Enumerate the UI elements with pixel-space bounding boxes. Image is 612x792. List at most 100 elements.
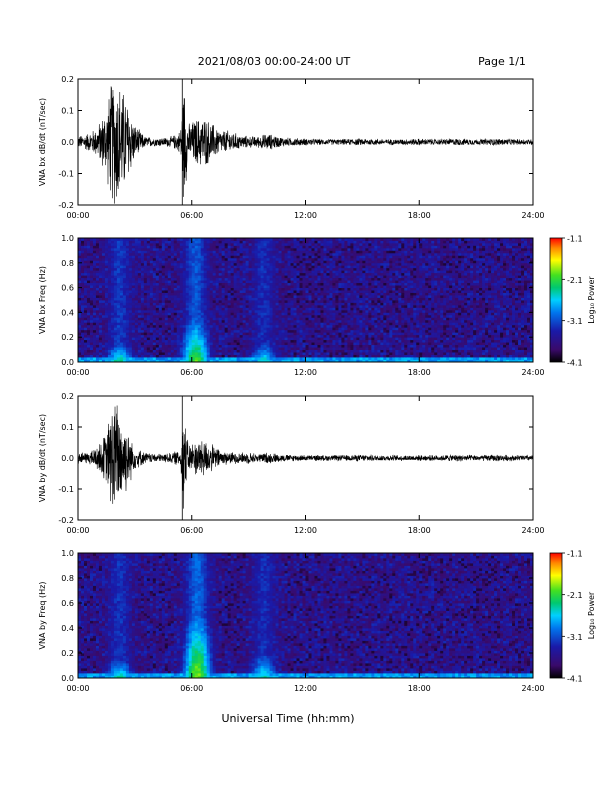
spectrogram-cell (176, 242, 181, 246)
spectrogram-cell (233, 292, 238, 296)
spectrogram-cell (284, 295, 288, 298)
spectrogram-cell (98, 344, 103, 348)
spectrogram-cell (78, 260, 82, 264)
spectrogram-cell (329, 240, 333, 244)
spectrogram-cell (269, 252, 273, 256)
spectrogram-cell (329, 352, 333, 355)
spectrogram-cell (293, 357, 297, 360)
spectrogram-cell (78, 287, 82, 291)
spectrogram-cell (185, 250, 190, 254)
spectrogram-cell (239, 247, 244, 251)
spectrogram-cell (167, 277, 172, 281)
spectrogram-cell (149, 307, 154, 311)
spectrogram-cell (140, 302, 145, 306)
spectrogram-cell (131, 272, 136, 276)
spectrogram-cell (290, 317, 294, 321)
spectrogram-cell (98, 272, 103, 276)
spectrogram-cell (224, 357, 229, 360)
spectrogram-cell (203, 255, 208, 259)
spectrogram-cell (338, 265, 342, 269)
spectrogram-cell (323, 300, 327, 303)
spectrogram-cell (134, 322, 139, 326)
spectrogram-cell (275, 332, 279, 336)
spectrogram-cell (323, 324, 327, 328)
spectrogram-cell (218, 275, 223, 279)
spectrogram-cell (212, 317, 217, 321)
spectrogram-cell (215, 357, 220, 360)
spectrogram-cell (287, 327, 291, 331)
spectrogram-cell (164, 277, 169, 281)
spectrogram-cell (290, 252, 294, 256)
spectrogram-cell (143, 327, 148, 331)
spectrogram-cell (248, 347, 253, 350)
spectrogram-cell (182, 267, 187, 271)
spectrogram-cell (299, 277, 303, 281)
spectrogram-cell (113, 285, 118, 288)
spectrogram-cell (137, 245, 142, 249)
spectrogram-cell (182, 300, 187, 303)
spectrogram-cell (86, 352, 91, 355)
spectrogram-cell (146, 292, 151, 296)
spectrogram-cell (158, 260, 163, 264)
spectrogram-cell (173, 260, 178, 264)
spectrogram-cell (362, 352, 366, 355)
spectrogram-cell (281, 272, 285, 276)
spectrogram-cell (113, 327, 118, 331)
spectrogram-cell (134, 297, 139, 301)
spectrogram-cell (173, 307, 178, 311)
spectrogram-cell (329, 272, 333, 276)
spectrogram-cell (320, 255, 324, 259)
spectrogram-cell (350, 314, 354, 318)
spectrogram-cell (359, 295, 363, 298)
spectrogram-cell (239, 357, 244, 360)
spectrogram-cell (137, 359, 142, 363)
spectrogram-cell (296, 307, 300, 311)
spectrogram-cell (173, 290, 178, 293)
spectrogram-cell (350, 262, 354, 266)
spectrogram-cell (134, 339, 139, 343)
spectrogram-cell (167, 332, 172, 336)
spectrogram-cell (302, 312, 306, 316)
spectrogram-cell (116, 247, 121, 251)
spectrogram-cell (92, 329, 97, 333)
spectrogram-cell (368, 282, 372, 286)
spectrogram-cell (317, 347, 321, 350)
spectrogram-cell (113, 342, 118, 346)
spectrogram-cell (371, 255, 375, 259)
spectrogram-cell (347, 252, 351, 256)
spectrogram-cell (155, 324, 160, 328)
spectrogram-cell (326, 312, 330, 316)
spectrogram-cell (182, 285, 187, 288)
spectrogram-cell (368, 342, 372, 346)
spectrogram-cell (149, 277, 154, 281)
spectrogram-cell (146, 255, 151, 259)
spectrogram-cell (278, 238, 282, 241)
spectrogram-cell (242, 272, 247, 276)
spectrogram-cell (350, 302, 354, 306)
spectrogram-cell (209, 240, 214, 244)
spectrogram-cell (170, 270, 175, 274)
spectrogram-cell (290, 265, 294, 269)
spectrogram-cell (197, 342, 202, 346)
spectrogram-cell (293, 292, 297, 296)
spectrogram-cell (272, 245, 276, 249)
spectrogram-cell (308, 260, 312, 264)
spectrogram-cell (233, 238, 238, 241)
spectrogram-cell (374, 342, 378, 346)
spectrogram-cell (116, 347, 121, 350)
spectrogram-cell (326, 344, 330, 348)
spectrogram-cell (203, 250, 208, 254)
spectrogram-cell (188, 295, 193, 298)
spectrogram-cell (134, 287, 139, 291)
spectrogram-cell (305, 262, 309, 266)
spectrogram-cell (176, 307, 181, 311)
spectrogram-cell (194, 247, 199, 251)
spectrogram-cell (365, 312, 369, 316)
spectrogram-cell (149, 349, 154, 353)
spectrogram-cell (344, 272, 348, 276)
spectrogram-cell (203, 347, 208, 350)
spectrogram-cell (206, 339, 211, 343)
spectrogram-cell (371, 302, 375, 306)
spectrogram-cell (116, 317, 121, 321)
spectrogram-cell (242, 260, 247, 264)
